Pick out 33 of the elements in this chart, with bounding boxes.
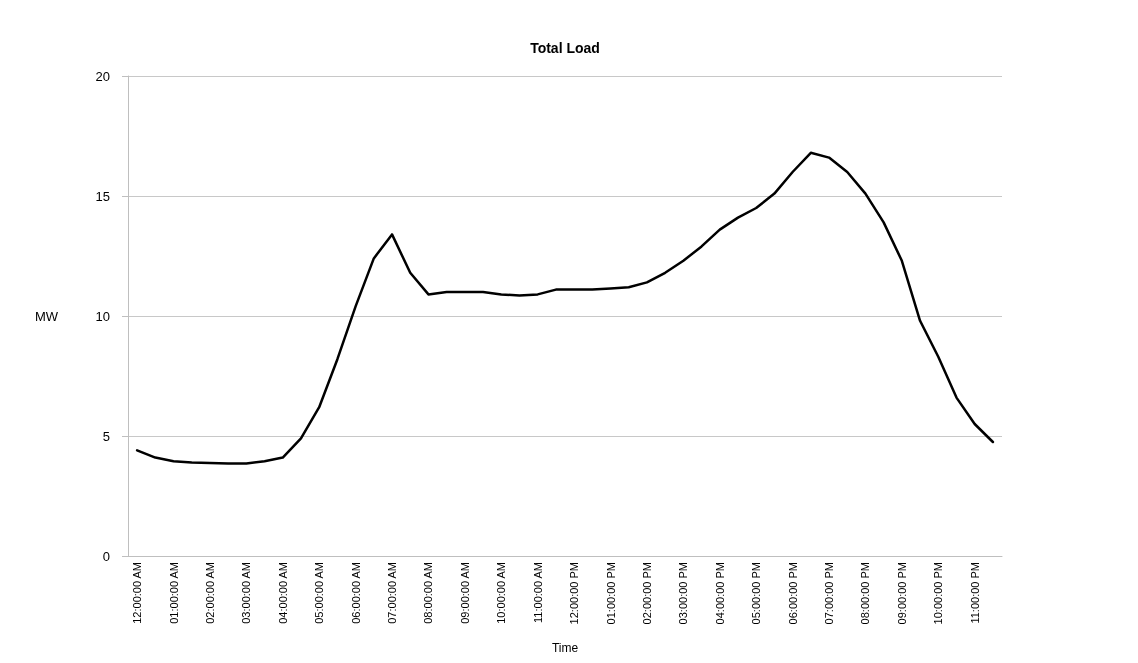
x-tick-label: 08:00:00 PM (859, 562, 872, 625)
x-tick-label: 04:00:00 PM (713, 562, 726, 625)
x-tick-label: 02:00:00 AM (203, 562, 216, 624)
chart-title: Total Load (530, 40, 600, 56)
x-tick-label: 01:00:00 AM (167, 562, 180, 624)
x-tick-label: 05:00:00 PM (750, 562, 763, 625)
x-tick-label: 03:00:00 AM (240, 562, 253, 624)
x-tick-label: 07:00:00 AM (386, 562, 399, 624)
x-tick-label: 04:00:00 AM (276, 562, 289, 624)
y-tick-label: 0 (102, 548, 110, 564)
x-tick-label: 12:00:00 PM (568, 562, 581, 625)
x-tick-label: 11:00:00 PM (968, 562, 981, 624)
y-axis-title: MW (34, 308, 59, 324)
x-axis-title: Time (551, 641, 579, 655)
x-tick-label: 12:00:00 AM (131, 562, 144, 624)
x-tick-label: 06:00:00 PM (786, 562, 799, 625)
x-tick-label: 09:00:00 AM (458, 562, 471, 624)
x-tick-label: 09:00:00 PM (895, 562, 908, 625)
x-tick-label: 07:00:00 PM (823, 562, 836, 625)
x-tick-label: 10:00:00 PM (932, 562, 945, 625)
y-tick-label: 5 (102, 428, 110, 444)
line-series (135, 151, 995, 465)
y-tick-label: 20 (95, 68, 110, 84)
y-tick-label: 10 (95, 308, 110, 324)
x-tick-label: 05:00:00 AM (313, 562, 326, 624)
x-tick-label: 11:00:00 AM (531, 562, 544, 623)
x-tick-label: 08:00:00 AM (422, 562, 435, 624)
x-tick-label: 02:00:00 PM (640, 562, 653, 625)
x-tick-label: 06:00:00 AM (349, 562, 362, 624)
x-tick-label: 01:00:00 PM (604, 562, 617, 625)
x-tick-label: 10:00:00 AM (495, 562, 508, 624)
x-tick-label: 03:00:00 PM (677, 562, 690, 625)
y-tick-label: 15 (95, 188, 110, 204)
